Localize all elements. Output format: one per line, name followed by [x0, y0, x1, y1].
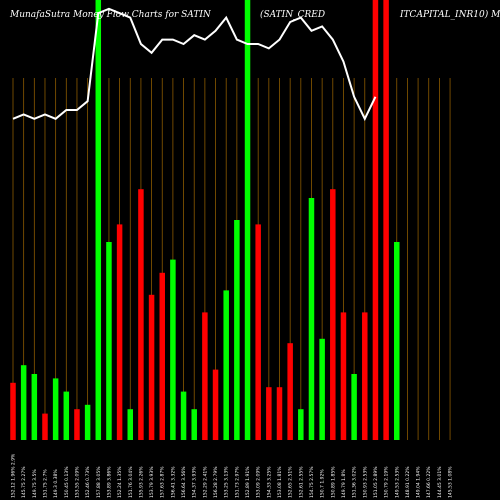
x-tick-label: 154.75 2.57% — [309, 466, 315, 498]
bar — [298, 409, 304, 440]
x-tick-label: 152.61 2.55% — [298, 466, 304, 498]
x-tick-label: 149.79 1.8% — [341, 469, 347, 498]
bar — [394, 242, 400, 440]
x-tick-label: 156.64 3.56% — [181, 466, 187, 498]
bar — [266, 387, 272, 440]
x-tick-label: 153.08 1.81% — [277, 466, 283, 498]
x-tick-label: 145.75 2.27% — [21, 466, 27, 498]
bar — [148, 294, 155, 440]
x-tick-label: 150.7 1.92% — [320, 469, 326, 498]
money-flow-line — [12, 7, 377, 122]
bar — [10, 382, 16, 440]
x-tick-label: 153.79 3.93% — [149, 466, 155, 498]
x-tick-label: 154.33 3.25% — [266, 466, 272, 498]
x-tick-label: 152.89 1.91% — [245, 466, 251, 498]
bar — [287, 343, 293, 440]
x-tick-label: 157.63 2.87% — [160, 466, 166, 498]
x-tick-label: 154.37 3.93% — [192, 466, 198, 498]
x-tick-label: 151.05 2.89% — [373, 466, 379, 498]
bar — [330, 189, 336, 440]
bar — [74, 409, 80, 440]
bar — [276, 387, 283, 440]
bar — [20, 365, 27, 440]
chart-title-middle: (SATIN_CRED — [260, 10, 326, 20]
bar — [340, 312, 347, 440]
x-tick-label: 148.91 0.22% — [405, 466, 411, 498]
bar — [362, 312, 368, 440]
x-tick-label: 152.24 1.35% — [117, 466, 123, 498]
x-tick-label: 156.28 2.79% — [213, 466, 219, 498]
x-tick-label: 152.46 0.73% — [85, 466, 91, 498]
x-tick-label: 149.3 0.38% — [53, 469, 59, 498]
x-tick-label: 156.41 3.32% — [170, 466, 176, 498]
bar — [212, 369, 219, 440]
x-tick-label: 150.93 2.53% — [362, 466, 368, 498]
bar — [255, 224, 261, 440]
x-tick-label: 152.65 2.51% — [288, 466, 294, 498]
bar — [170, 259, 176, 440]
bar — [95, 0, 102, 440]
x-tick-label: 152.12 1.96% 2.9% — [11, 453, 17, 498]
x-tick-label: 153.25 3.13% — [224, 466, 230, 498]
x-tick-label: 149.75 3.5% — [32, 469, 38, 498]
x-tick-label: 151.73 2.97% — [234, 466, 240, 498]
bar — [116, 224, 123, 440]
x-tick-labels: 152.12 1.96% 2.9% 145.75 2.27% 149.75 3.5%… — [11, 453, 454, 498]
bar — [84, 404, 91, 440]
chart-title-left: MunafaSutra Money Flow Charts for SATIN — [10, 10, 211, 20]
x-tick-label: 157.88 3.05% — [96, 466, 102, 498]
x-tick-label: 153.09 2.09% — [256, 466, 262, 498]
chart-title-right: ITCAPITAL_INR10) Mu — [400, 10, 500, 20]
bar — [223, 290, 229, 440]
x-tick-label: 151.76 3.04% — [128, 466, 134, 498]
x-tick-label: 155.93 2.26% — [138, 466, 144, 498]
x-tick-label: 147.66 0.22% — [426, 466, 432, 498]
x-tick-label: 150.45 0.13% — [64, 466, 70, 498]
bar — [191, 409, 197, 440]
bar — [106, 242, 112, 440]
bar — [202, 312, 208, 440]
x-tick-label: 149.04 1.94% — [416, 466, 422, 498]
x-tick-label: 150.79 2.19% — [384, 466, 390, 498]
x-tick-label: 149.53 2.53% — [394, 466, 400, 498]
x-tick-label: 151.36 3.02% — [352, 466, 358, 498]
x-tick-label: 151.75 2.7% — [42, 469, 48, 498]
bar — [351, 374, 357, 440]
bar — [383, 0, 389, 440]
bar — [127, 409, 134, 440]
bar — [63, 391, 70, 440]
x-tick-label: 153.55 2.09% — [74, 466, 80, 498]
x-tick-label: 150.89 1.85% — [330, 466, 336, 498]
x-tick-label: 144.45 3.01% — [437, 466, 443, 498]
x-tick-label: 152.29 2.41% — [202, 466, 208, 498]
bar — [159, 272, 165, 440]
bar — [319, 338, 325, 440]
bar — [180, 391, 187, 440]
bar — [31, 374, 38, 440]
bar — [244, 0, 251, 440]
bars — [10, 0, 400, 440]
bar — [52, 378, 59, 440]
x-tick-label: 153.89 3.86% — [106, 466, 112, 498]
bar — [372, 0, 379, 440]
bar — [308, 198, 315, 440]
bar — [138, 189, 144, 440]
bar — [234, 220, 240, 440]
bar — [42, 413, 48, 440]
x-tick-label: 145.53 1.08% — [448, 466, 454, 498]
